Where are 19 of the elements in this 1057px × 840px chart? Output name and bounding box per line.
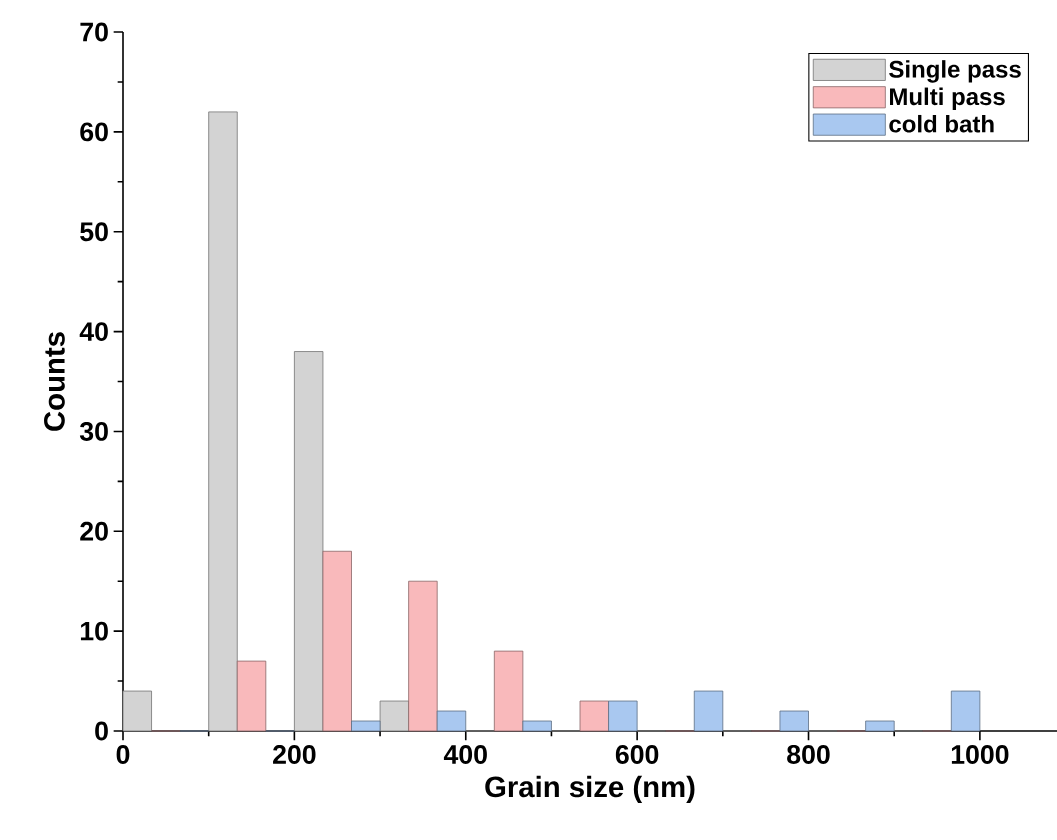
x-tick-label: 800 — [787, 745, 830, 764]
y-tick-label: 60 — [80, 122, 108, 142]
legend-label: cold bath — [889, 114, 994, 133]
y-tick-label: 50 — [80, 222, 108, 242]
y-tick-label: 10 — [80, 621, 108, 641]
legend-label: Single pass — [889, 60, 1021, 83]
x-tick-label: 600 — [615, 745, 659, 764]
x-tick-label: 200 — [273, 745, 316, 764]
y-tick-label: 20 — [80, 521, 108, 541]
x-tick-label: 1000 — [951, 745, 1009, 764]
x-tick-label: 400 — [443, 745, 487, 764]
legend-label: Multi pass — [890, 87, 1005, 110]
y-tick-label: 40 — [79, 322, 108, 342]
y-axis-title: Counts — [44, 332, 65, 431]
x-tick-label: 0 — [116, 745, 130, 764]
y-tick-label: 30 — [79, 421, 108, 441]
x-axis-title: Grain size (nm) — [485, 775, 695, 804]
y-tick-label: 0 — [95, 721, 108, 741]
y-tick-label: 70 — [80, 22, 108, 42]
